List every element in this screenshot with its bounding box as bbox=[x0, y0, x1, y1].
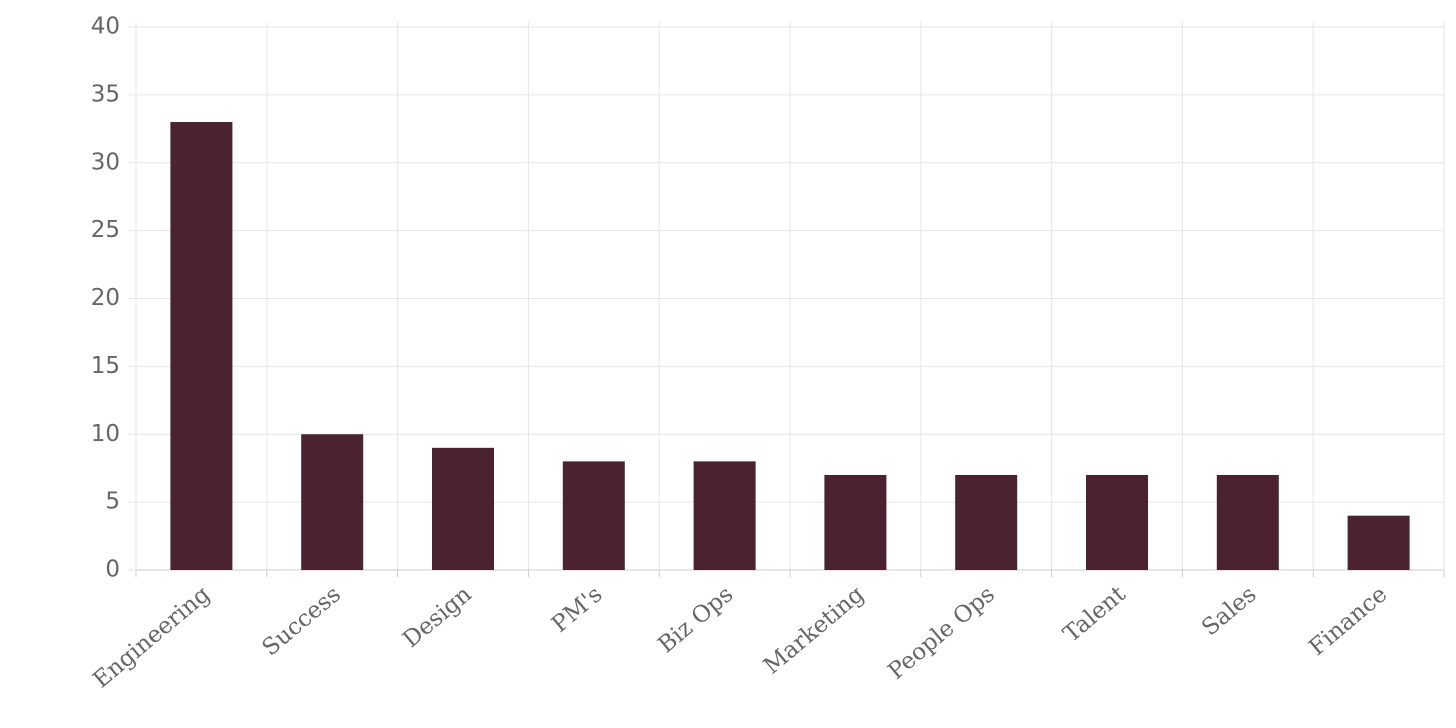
x-tick-label: Talent bbox=[1059, 581, 1132, 648]
bar bbox=[562, 461, 625, 570]
bar bbox=[1086, 474, 1148, 570]
bar bbox=[1216, 474, 1279, 570]
x-tick-label: Design bbox=[398, 581, 477, 653]
y-tick-label: 20 bbox=[91, 285, 120, 311]
x-tick-label: PM's bbox=[547, 581, 607, 638]
y-tick-label: 10 bbox=[91, 421, 120, 447]
x-tick-label: Biz Ops bbox=[653, 581, 738, 658]
y-tick-label: 25 bbox=[91, 217, 120, 243]
bar bbox=[1347, 515, 1410, 570]
bar bbox=[955, 474, 1018, 570]
bar bbox=[693, 461, 756, 570]
bar bbox=[301, 434, 364, 570]
y-tick-label: 35 bbox=[91, 81, 120, 107]
y-tick-label: 40 bbox=[91, 14, 120, 40]
bar bbox=[432, 447, 494, 570]
y-tick-label: 5 bbox=[105, 489, 120, 515]
bar bbox=[170, 122, 233, 571]
x-tick-label: People Ops bbox=[883, 581, 1000, 685]
x-tick-label: Sales bbox=[1197, 581, 1261, 641]
x-tick-label: Marketing bbox=[759, 581, 869, 679]
y-tick-label: 15 bbox=[91, 353, 120, 379]
x-tick-label: Finance bbox=[1304, 581, 1392, 661]
x-tick-label: Engineering bbox=[88, 581, 215, 693]
bar bbox=[824, 474, 887, 570]
y-tick-label: 0 bbox=[105, 557, 120, 583]
x-tick-label: Success bbox=[258, 581, 346, 661]
y-tick-label: 30 bbox=[91, 149, 120, 175]
